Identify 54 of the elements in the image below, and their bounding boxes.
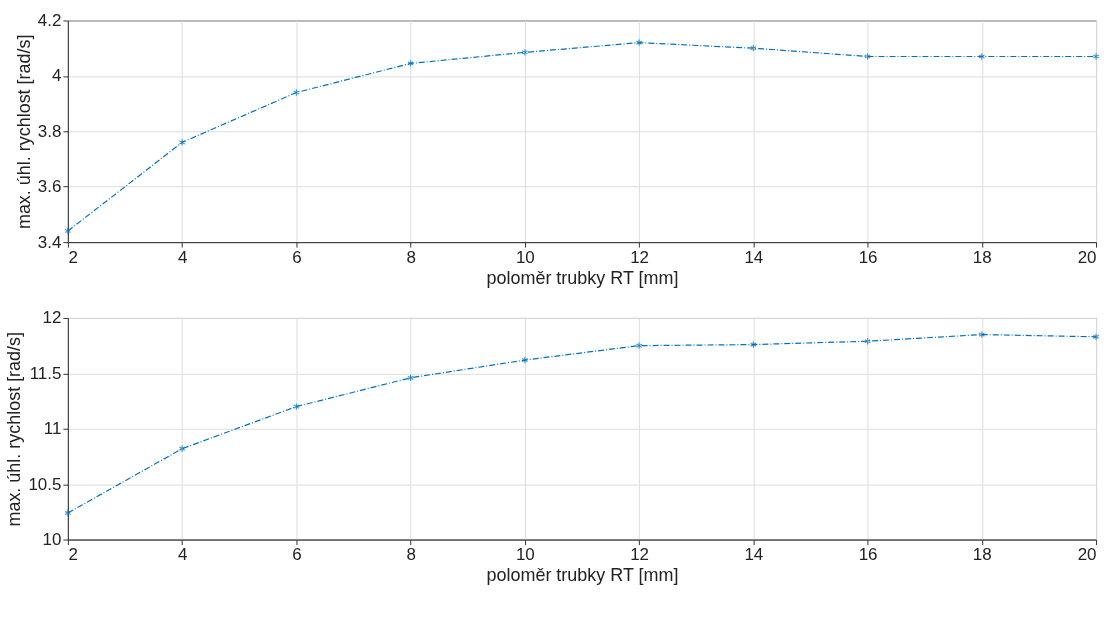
point: [521, 48, 529, 57]
x-tick-label: 18: [972, 545, 992, 565]
y-tick-label: 4: [51, 66, 62, 86]
x-tick-label: 2: [68, 545, 78, 565]
y-tick-label: 10: [42, 530, 62, 550]
x-tick-label: 2: [68, 247, 78, 267]
point: [407, 59, 414, 68]
y-tick-label: 11: [43, 419, 62, 439]
y-tick-label: 3.8: [37, 121, 62, 141]
point: [1092, 333, 1100, 341]
point: [864, 52, 871, 61]
y-axis-title: max. úhl. rychlost [rad/s]: [13, 34, 34, 230]
x-tick-label: 4: [177, 545, 188, 565]
x-tick-label: 12: [630, 545, 650, 565]
x-tick-label: 8: [406, 545, 416, 565]
x-tick-label: 12: [630, 247, 650, 267]
point: [178, 444, 186, 453]
x-tick-label: 18: [972, 247, 992, 267]
point: [749, 44, 757, 52]
point: [178, 138, 186, 147]
x-tick-label: 10: [515, 545, 535, 565]
point: [635, 341, 643, 350]
y-tick-label: 4.2: [37, 10, 62, 30]
point: [635, 38, 643, 47]
point: [749, 340, 757, 349]
point: [978, 330, 986, 339]
point: [1092, 52, 1100, 61]
y-tick-label: 3.4: [37, 232, 62, 252]
x-tick-label: 10: [515, 247, 535, 267]
point: [64, 227, 72, 235]
y-tick-label: 12: [42, 308, 62, 328]
x-axis-title: poloměr trubky RT [mm]: [486, 267, 679, 288]
point: [293, 88, 300, 97]
x-tick-label: 14: [744, 545, 764, 565]
point: [64, 509, 72, 517]
x-tick-label: 4: [177, 247, 188, 267]
x-tick-label: 16: [858, 247, 878, 267]
point: [978, 52, 986, 61]
x-tick-label: 8: [406, 247, 416, 267]
point: [407, 374, 414, 382]
point: [293, 402, 300, 411]
point: [521, 356, 529, 364]
x-tick-label: 16: [858, 545, 878, 565]
x-tick-label: 6: [292, 545, 302, 565]
y-tick-label: 3.6: [37, 177, 62, 197]
y-axis-title: max. úhl. rychlost [rad/s]: [4, 331, 25, 527]
x-tick-label: 20: [1077, 545, 1097, 565]
x-tick-label: 20: [1077, 247, 1097, 267]
y-tick-label: 10.5: [28, 474, 62, 494]
x-tick-label: 14: [744, 247, 764, 267]
point: [864, 337, 871, 345]
x-axis-title: poloměr trubky RT [mm]: [486, 564, 679, 585]
y-tick-label: 11.5: [29, 363, 62, 383]
x-tick-label: 6: [292, 247, 302, 267]
